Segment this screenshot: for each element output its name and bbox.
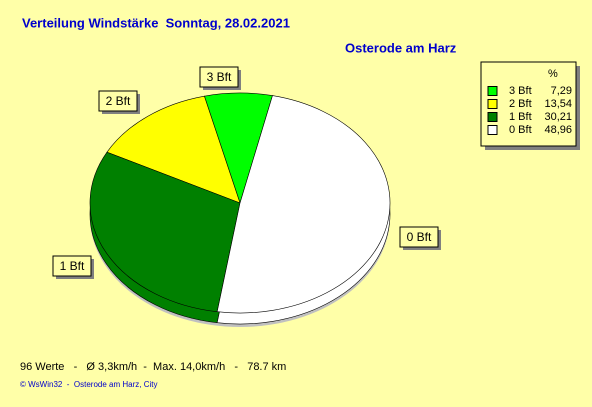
footer: 96 Werte - Ø 3,3km/h - Max. 14,0km/h - 7… — [20, 361, 286, 373]
slice — [89, 151, 241, 313]
slice-label: 0 Bft — [407, 230, 432, 244]
slice — [216, 95, 391, 314]
legend-value: 30,21 — [544, 111, 572, 123]
legend-header: % — [548, 68, 558, 80]
label-box — [199, 66, 239, 88]
legend-swatch — [487, 86, 498, 96]
slice-label: 2 Bft — [106, 94, 131, 108]
legend-swatch — [487, 125, 498, 135]
chart-title: Verteilung Windstärke Sonntag, 28.02.202… — [22, 15, 290, 30]
legend-label: 0 Bft — [509, 124, 532, 136]
legend-value: 13,54 — [544, 98, 572, 110]
legend-value: 7,29 — [551, 85, 572, 97]
legend-value: 48,96 — [544, 124, 572, 136]
slice — [106, 95, 241, 204]
chart-subtitle: Osterode am Harz — [345, 40, 457, 55]
slice-label: 1 Bft — [60, 259, 85, 273]
legend-swatch — [487, 99, 498, 109]
credit: © WsWin32 - Osterode am Harz, City — [20, 380, 157, 389]
label-box — [52, 255, 92, 277]
legend-swatch — [487, 112, 498, 122]
label-box — [399, 226, 439, 248]
legend-label: 1 Bft — [509, 111, 532, 123]
slice-label: 3 Bft — [207, 70, 232, 84]
label-box — [98, 90, 138, 112]
legend-label: 3 Bft — [509, 85, 532, 97]
legend-label: 2 Bft — [509, 98, 532, 110]
